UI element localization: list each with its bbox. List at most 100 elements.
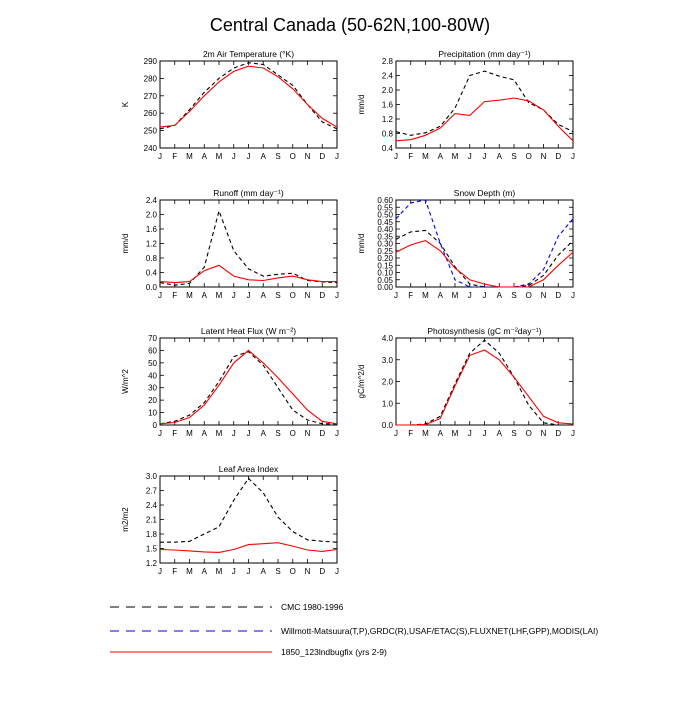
x-tick-label: O xyxy=(526,152,532,161)
x-tick-label: O xyxy=(526,291,532,300)
x-tick-label: J xyxy=(247,152,251,161)
y-tick-label: 0.8 xyxy=(146,254,158,263)
x-tick-label: J xyxy=(468,152,472,161)
y-tick-label: 3.0 xyxy=(382,356,394,365)
y-tick-label: 1.6 xyxy=(146,225,158,234)
x-tick-label: J xyxy=(158,429,162,438)
y-tick-label: 30 xyxy=(148,384,157,393)
x-tick-label: A xyxy=(202,567,208,576)
x-tick-label: J xyxy=(158,567,162,576)
x-tick-label: J xyxy=(571,152,575,161)
x-tick-label: A xyxy=(261,429,267,438)
chart-panels: 2m Air Temperature (°K) 240 250 260 270 280 29… xyxy=(121,49,575,576)
x-tick-label: A xyxy=(202,152,208,161)
x-tick-label: A xyxy=(202,291,208,300)
x-tick-label: D xyxy=(319,567,325,576)
x-tick-label: M xyxy=(216,567,223,576)
panel-title: Latent Heat Flux (W m⁻²) xyxy=(201,326,296,336)
y-tick-label: 1.0 xyxy=(382,399,394,408)
x-tick-label: A xyxy=(497,429,503,438)
x-tick-label: A xyxy=(438,152,444,161)
main-title: Central Canada (50-62N,100-80W) xyxy=(210,15,490,35)
x-tick-label: F xyxy=(172,429,177,438)
x-tick-label: S xyxy=(511,429,516,438)
x-tick-label: J xyxy=(483,152,487,161)
x-tick-label: A xyxy=(497,291,503,300)
series-line-cmc xyxy=(160,477,338,543)
x-tick-label: J xyxy=(158,291,162,300)
y-tick-label: 70 xyxy=(148,334,157,343)
x-tick-label: J xyxy=(335,567,339,576)
legend-label-model: 1850_123lndbugfix (yrs 2-9) xyxy=(281,647,387,657)
x-tick-label: M xyxy=(186,152,193,161)
y-tick-label: 0.4 xyxy=(146,269,158,278)
y-tick-label: 280 xyxy=(144,74,158,83)
y-tick-label: 0.30 xyxy=(377,240,393,249)
x-tick-label: M xyxy=(452,429,459,438)
y-tick-label: 0.35 xyxy=(377,232,393,241)
x-tick-label: J xyxy=(394,152,398,161)
series-line-model xyxy=(159,349,338,425)
series-line-cmc xyxy=(159,62,338,130)
x-tick-label: A xyxy=(261,567,267,576)
y-tick-label: 0.0 xyxy=(146,283,158,292)
y-tick-label: 1.6 xyxy=(382,101,394,110)
y-tick-label: 1.5 xyxy=(146,545,158,554)
y-tick-label: 0.8 xyxy=(382,130,394,139)
x-tick-label: N xyxy=(305,567,311,576)
y-tick-label: 2.0 xyxy=(382,86,394,95)
x-tick-label: S xyxy=(511,152,516,161)
x-tick-label: M xyxy=(422,152,429,161)
x-tick-label: N xyxy=(541,152,547,161)
y-tick-label: 290 xyxy=(144,57,158,66)
chart-panel: Photosynthesis (gC m⁻²day⁻¹) 0.0 1.0 2.0 3.0… xyxy=(357,326,575,438)
y-tick-label: 2.4 xyxy=(146,501,158,510)
x-tick-label: D xyxy=(555,152,561,161)
y-tick-label: 4.0 xyxy=(382,334,394,343)
series-line-cmc xyxy=(395,229,574,288)
x-tick-label: O xyxy=(290,567,296,576)
y-tick-label: 50 xyxy=(148,359,157,368)
x-tick-label: F xyxy=(172,152,177,161)
y-tick-label: 1.2 xyxy=(382,115,394,124)
x-tick-label: D xyxy=(319,152,325,161)
y-tick-label: 240 xyxy=(144,144,158,153)
x-tick-label: J xyxy=(571,429,575,438)
x-tick-label: M xyxy=(186,429,193,438)
chart-panel: Latent Heat Flux (W m⁻²) 0 10 20 30 40 50 60 70 J… xyxy=(121,326,339,438)
y-axis-label: m2/m2 xyxy=(121,507,130,532)
series-line-cmc xyxy=(396,339,573,426)
x-tick-label: M xyxy=(452,291,459,300)
y-tick-label: 1.2 xyxy=(146,559,158,568)
x-tick-label: D xyxy=(555,291,561,300)
panel-title: Precipitation (mm day⁻¹) xyxy=(438,49,531,59)
x-tick-label: M xyxy=(216,429,223,438)
x-tick-label: S xyxy=(511,291,516,300)
chart-panel: Snow Depth (m)0.000.050.100.150.200.250.… xyxy=(357,188,575,300)
y-tick-label: 60 xyxy=(148,346,157,355)
y-tick-label: 0.60 xyxy=(377,196,393,205)
legend: CMC 1980-1996 Willmott-Matsuura(T,P),GRDC… xyxy=(110,602,598,657)
series-line-model xyxy=(396,349,574,426)
x-tick-label: A xyxy=(497,152,503,161)
y-tick-label: 0.00 xyxy=(377,283,393,292)
x-tick-label: M xyxy=(452,152,459,161)
plot-frame xyxy=(159,60,338,149)
y-tick-label: 3.0 xyxy=(146,472,158,481)
x-tick-label: N xyxy=(305,429,311,438)
y-axis-label: mm/d xyxy=(357,95,366,115)
panel-title: Photosynthesis (gC m⁻²day⁻¹) xyxy=(427,326,541,336)
y-tick-label: 20 xyxy=(148,396,157,405)
y-tick-label: 2.1 xyxy=(146,516,158,525)
x-tick-label: D xyxy=(319,291,325,300)
x-tick-label: N xyxy=(305,152,311,161)
x-tick-label: S xyxy=(275,429,280,438)
x-tick-label: J xyxy=(483,291,487,300)
y-tick-label: 2.4 xyxy=(382,72,394,81)
x-tick-label: J xyxy=(571,291,575,300)
y-tick-label: 0.20 xyxy=(377,254,393,263)
y-tick-label: 0 xyxy=(153,421,158,430)
x-tick-label: O xyxy=(290,152,296,161)
chart-panel: Runoff (mm day⁻¹) 0.0 0.4 0.8 1.2 1.6 2.0 2.4 J F… xyxy=(121,188,339,300)
